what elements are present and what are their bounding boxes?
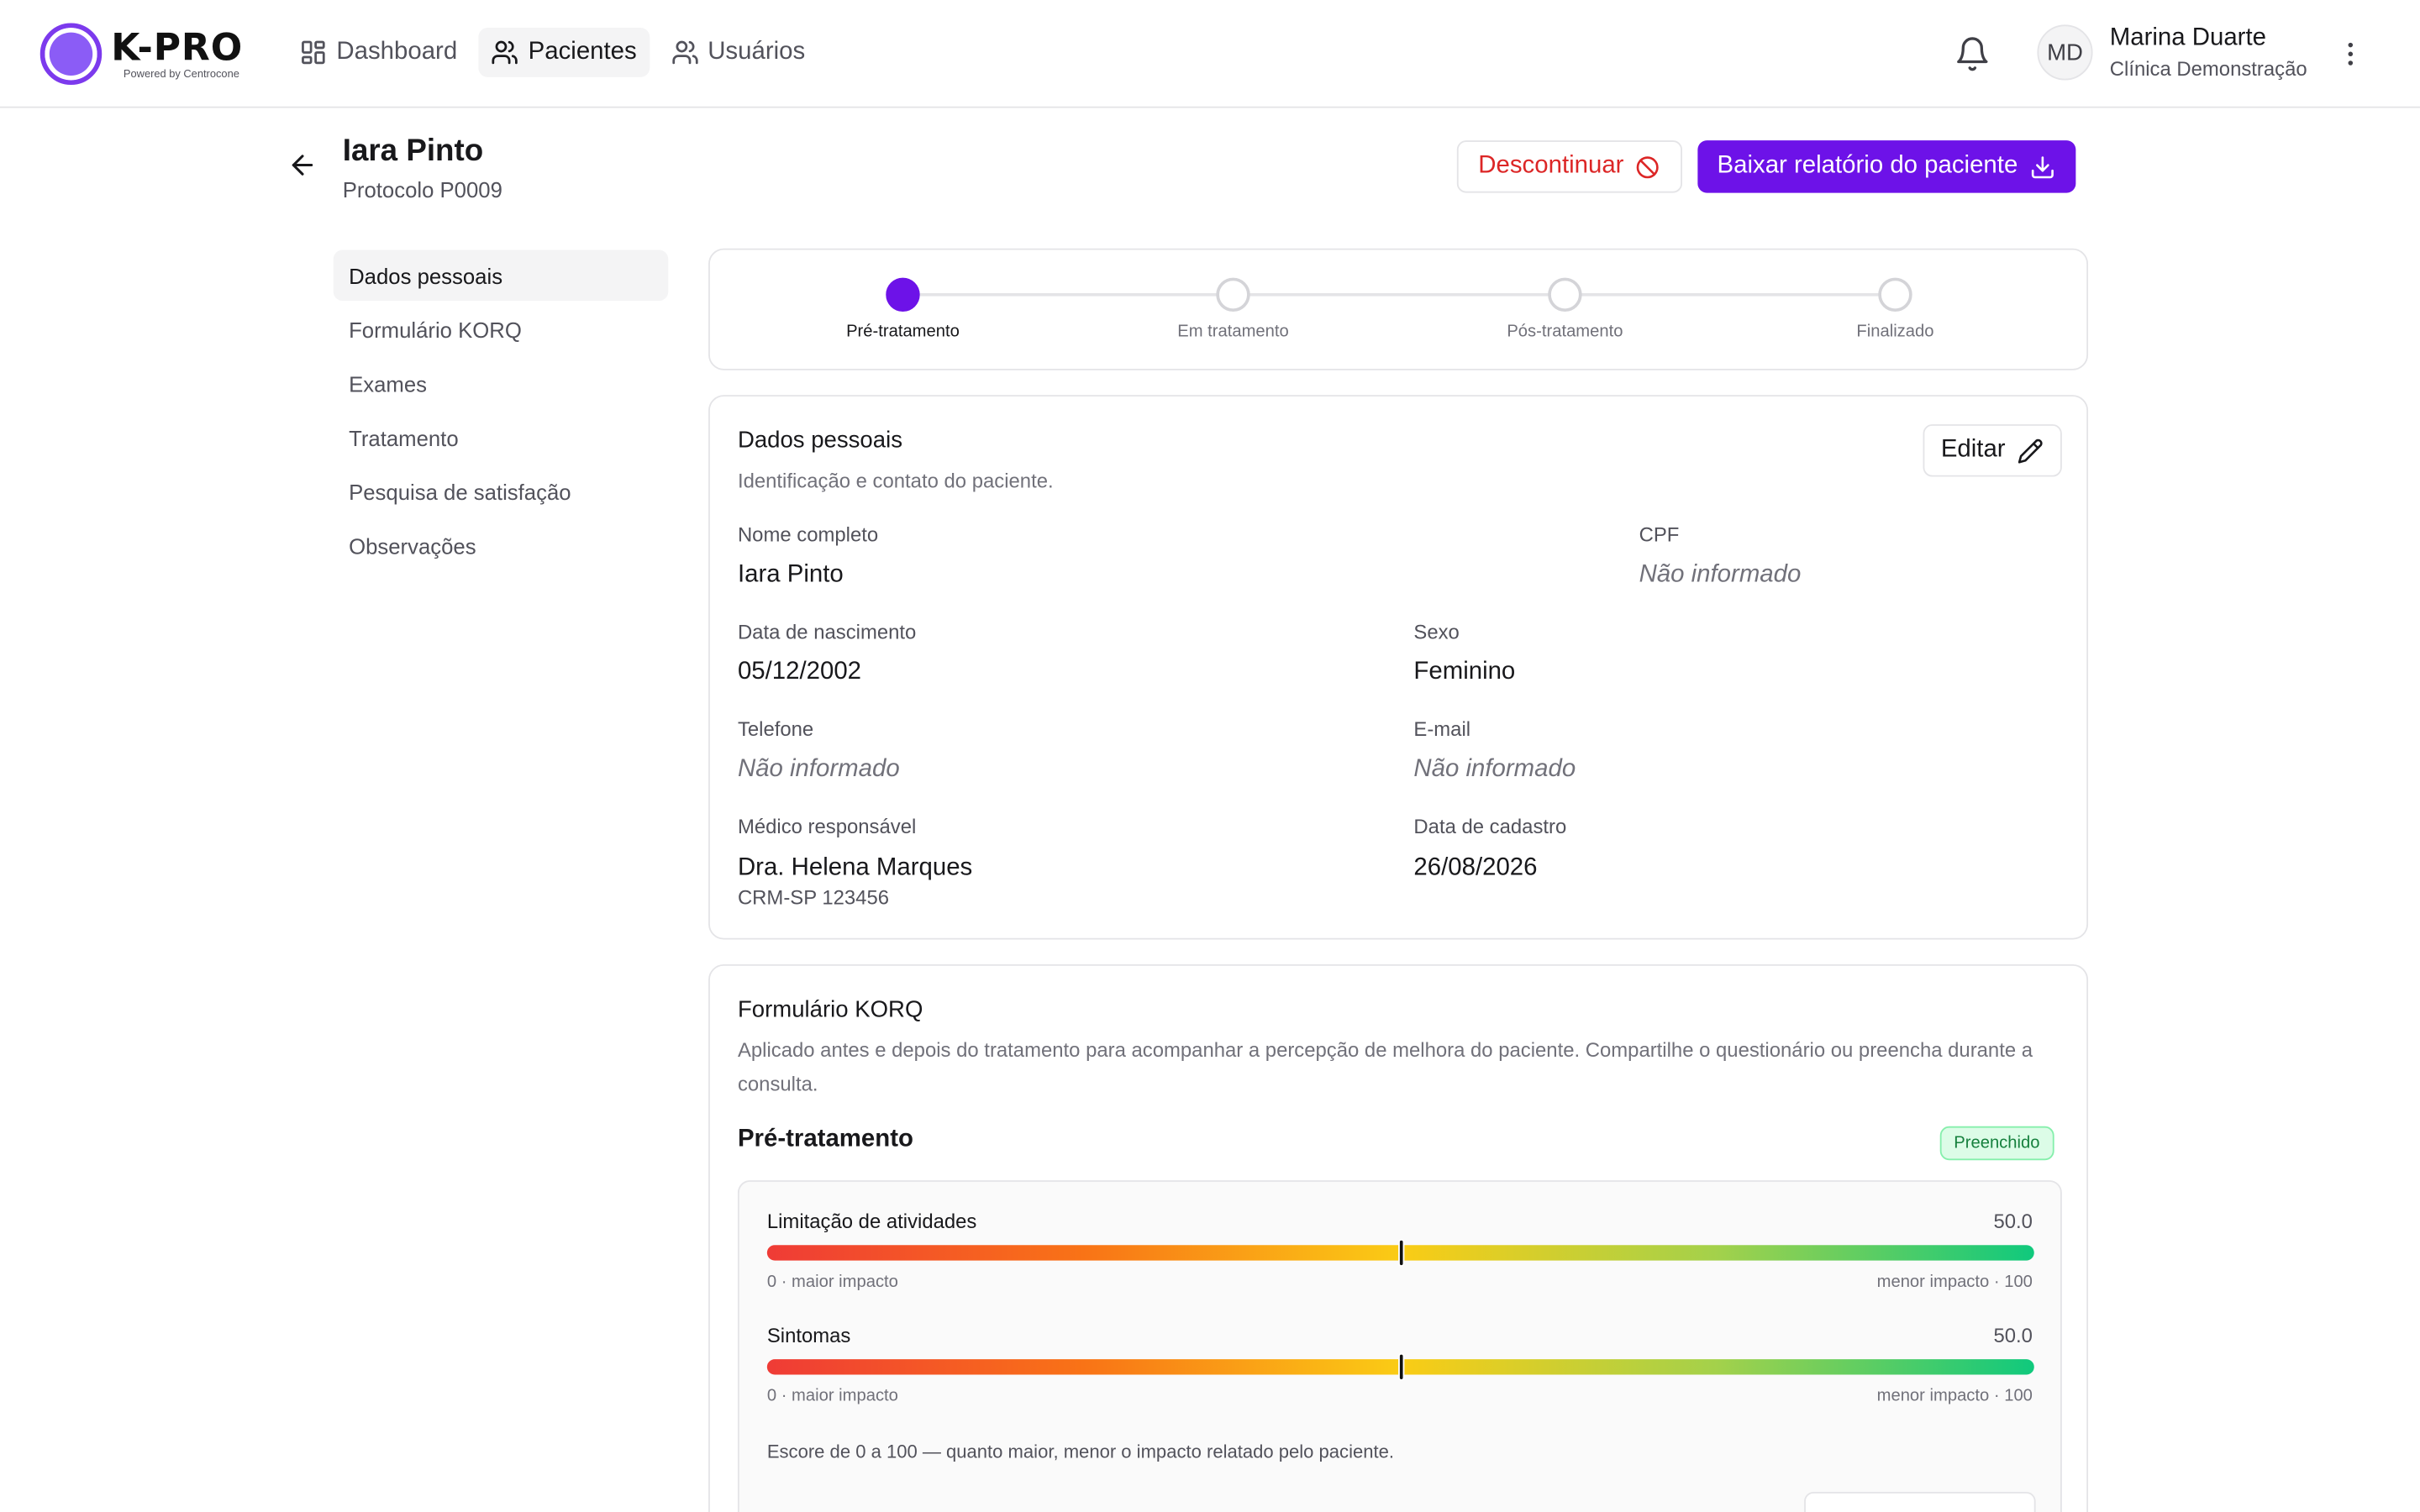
edit-button[interactable]: Editar	[1923, 424, 2062, 477]
field-value-doctor: Dra. Helena Marques	[737, 854, 973, 881]
score-label: Limitação de atividades	[766, 1209, 977, 1233]
scale-min-label: 0 · maior impacto	[766, 1273, 898, 1292]
score-bar	[766, 1352, 2034, 1381]
field-label-sex: Sexo	[1413, 620, 1460, 643]
grid-icon	[302, 40, 325, 65]
users-icon	[671, 40, 697, 65]
status-badge: Preenchido	[1939, 1126, 2054, 1161]
score-marker	[1397, 1238, 1404, 1267]
step-dot-finalizado	[1878, 277, 1912, 312]
download-report-label: Baixar relatório do paciente	[1717, 152, 2018, 180]
nav-item-label: Usuários	[708, 38, 806, 66]
score-marker	[1397, 1352, 1404, 1381]
more-vertical-icon[interactable]	[2335, 37, 2366, 71]
top-navigation: K-PRO Powered by Centrocone Dashboard Pa…	[0, 0, 2420, 108]
score-value: 50.0	[1993, 1323, 2033, 1347]
field-label-full-name: Nome completo	[737, 522, 879, 547]
share-button[interactable]	[1804, 1492, 2036, 1512]
field-value-sex: Feminino	[1413, 659, 1516, 685]
edit-label: Editar	[1940, 436, 2006, 464]
field-label-registered: Data de cadastro	[1413, 814, 1567, 838]
user-organization: Clínica Demonstração	[2109, 56, 2307, 81]
nav-item-dashboard[interactable]: Dashboard	[287, 28, 470, 77]
card-title: Formulário KORQ	[737, 996, 923, 1023]
protocol-number: Protocolo P0009	[342, 177, 502, 202]
card-title: Dados pessoais	[737, 427, 902, 454]
scores-panel: Limitação de atividades 50.0 0 · maior i…	[737, 1180, 2062, 1512]
korq-form-card: Formulário KORQ Aplicado antes e depois …	[708, 963, 2089, 1512]
field-value-cpf: Não informado	[1639, 561, 1802, 588]
main-nav: Dashboard Pacientes Usuários	[287, 28, 818, 77]
field-value-email: Não informado	[1413, 755, 1576, 783]
discontinue-label: Descontinuar	[1478, 152, 1624, 180]
bell-icon[interactable]	[1954, 35, 1991, 72]
field-label-doctor: Médico responsável	[737, 814, 917, 838]
section-item-pesquisa-satisfacao[interactable]: Pesquisa de satisfação	[349, 479, 571, 504]
download-icon	[2032, 155, 2054, 178]
field-value-birth-date: 05/12/2002	[737, 659, 862, 685]
nav-item-label: Dashboard	[336, 38, 458, 66]
field-value-registered: 26/08/2026	[1413, 854, 1538, 881]
score-value: 50.0	[1993, 1209, 2033, 1233]
scale-min-label: 0 · maior impacto	[766, 1387, 898, 1406]
pencil-icon	[2018, 438, 2044, 463]
discontinue-button[interactable]: Descontinuar	[1456, 140, 1683, 193]
step-label: Pré-tratamento	[846, 322, 960, 341]
card-description: Identificação e contato do paciente.	[737, 469, 1054, 492]
arrow-left-icon[interactable]	[287, 150, 318, 181]
score-note: Escore de 0 a 100 — quanto maior, menor …	[766, 1441, 1394, 1463]
section-item-exames[interactable]: Exames	[349, 370, 427, 396]
step-label: Finalizado	[1856, 322, 1934, 341]
field-label-email: E-mail	[1413, 717, 1471, 741]
field-label-birth-date: Data de nascimento	[737, 620, 917, 643]
step-dot-em-tratamento	[1216, 277, 1250, 312]
avatar[interactable]: MD	[2037, 24, 2093, 81]
phase-title: Pré-tratamento	[737, 1126, 913, 1153]
brand-name: K-PRO	[111, 25, 244, 69]
card-description: Aplicado antes e depois do tratamento pa…	[737, 1038, 2033, 1096]
nav-item-label: Pacientes	[528, 38, 637, 66]
section-item-formulario-korq[interactable]: Formulário KORQ	[349, 317, 522, 342]
nav-item-pacientes[interactable]: Pacientes	[478, 28, 650, 77]
step-label: Em tratamento	[1177, 322, 1289, 341]
section-item-observacoes[interactable]: Observações	[349, 533, 476, 558]
personal-data-card: Dados pessoais Identificação e contato d…	[708, 395, 2089, 940]
field-value-phone: Não informado	[737, 755, 900, 783]
scale-max-label: menor impacto · 100	[1876, 1273, 2033, 1292]
users-icon	[492, 40, 518, 65]
score-label: Sintomas	[766, 1323, 851, 1347]
section-item-dados-pessoais[interactable]: Dados pessoais	[333, 249, 669, 302]
circle-logo-icon	[39, 23, 103, 86]
step-label: Pós-tratamento	[1507, 322, 1623, 341]
section-item-tratamento[interactable]: Tratamento	[349, 425, 459, 450]
treatment-stepper: Pré-tratamento Em tratamento Pós-tratame…	[708, 248, 2089, 370]
download-report-button[interactable]: Baixar relatório do paciente	[1697, 140, 2076, 193]
field-value-full-name: Iara Pinto	[737, 561, 844, 588]
nav-item-usuarios[interactable]: Usuários	[658, 28, 817, 77]
stepper-track	[918, 292, 1883, 297]
score-bar	[766, 1238, 2034, 1267]
section-menu: Dados pessoais Formulário KORQ Exames Tr…	[333, 249, 669, 575]
field-label-phone: Telefone	[737, 717, 814, 741]
step-dot-pre-tratamento	[886, 277, 920, 312]
user-name: Marina Duarte	[2109, 24, 2266, 51]
scale-max-label: menor impacto · 100	[1876, 1387, 2033, 1406]
brand-logo[interactable]: K-PRO Powered by Centrocone	[39, 23, 244, 86]
field-value-doctor-crm: CRM-SP 123456	[737, 885, 890, 909]
field-label-cpf: CPF	[1639, 522, 1680, 547]
ban-icon	[1636, 155, 1659, 178]
page-title: Iara Pinto	[342, 134, 484, 169]
brand-tagline: Powered by Centrocone	[123, 68, 239, 80]
step-dot-pos-tratamento	[1548, 277, 1582, 312]
